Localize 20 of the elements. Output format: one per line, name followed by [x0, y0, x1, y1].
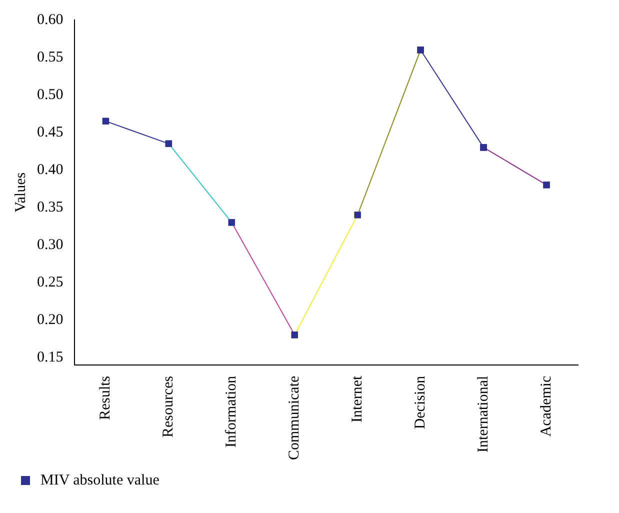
- y-tick-label: 0.20: [37, 312, 64, 328]
- y-axis-title: Values: [12, 172, 29, 212]
- x-tick-label: International: [475, 376, 492, 452]
- x-tick-label: Academic: [538, 376, 554, 437]
- x-tick-label: Information: [224, 375, 240, 448]
- y-tick-label: 0.45: [37, 124, 64, 140]
- legend-label: MIV absolute value: [40, 472, 160, 488]
- y-tick-label: 0.55: [37, 49, 64, 66]
- y-tick-label: 0.60: [37, 12, 64, 28]
- y-tick-label: 0.50: [37, 86, 64, 103]
- y-tick-label: 0.30: [37, 236, 64, 253]
- x-tick-label: Internet: [350, 375, 366, 422]
- x-tick-label: Communicate: [286, 376, 303, 460]
- y-tick-label: 0.35: [37, 199, 64, 216]
- x-tick-label: Results: [98, 376, 114, 420]
- y-tick-label: 0.25: [37, 274, 64, 290]
- x-tick-label: Decision: [412, 375, 429, 430]
- x-tick-label: Resources: [160, 376, 177, 438]
- y-tick-label: 0.40: [37, 162, 64, 178]
- y-tick-label: 0.15: [37, 349, 64, 366]
